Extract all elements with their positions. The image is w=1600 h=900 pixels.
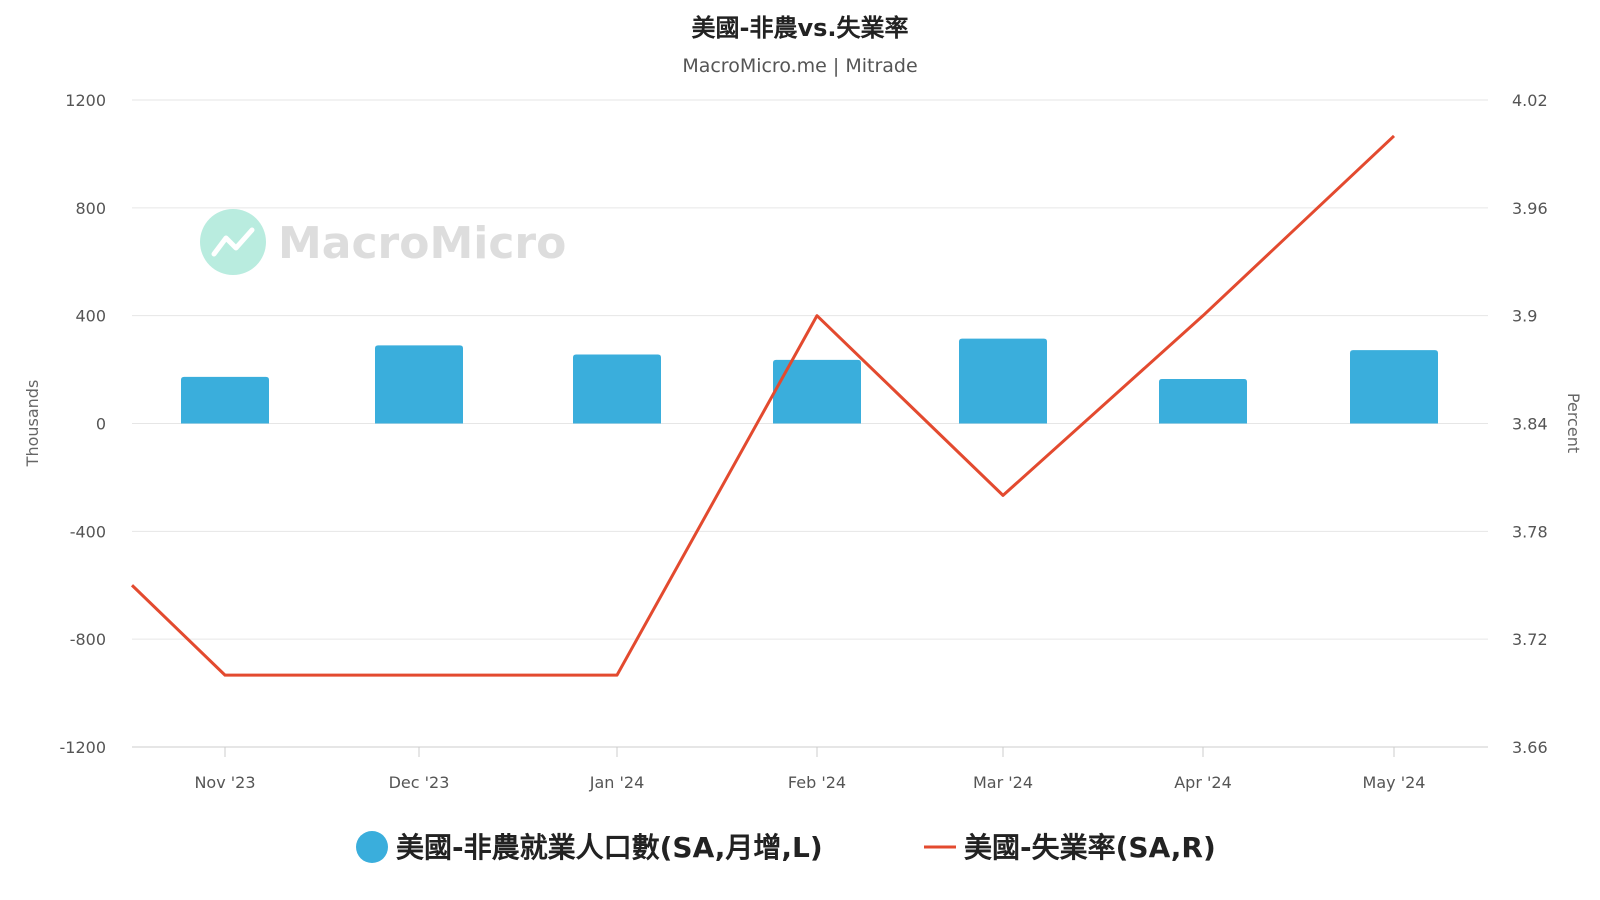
legend-item-bar-series[interactable]: 美國-非農就業人口數(SA,月增,L) bbox=[356, 831, 823, 864]
right-tick-label: 3.66 bbox=[1512, 738, 1548, 757]
left-tick-label: 1200 bbox=[65, 91, 106, 110]
x-tick-label: Mar '24 bbox=[973, 773, 1033, 792]
left-tick-label: -400 bbox=[70, 522, 106, 541]
x-tick-label: Feb '24 bbox=[788, 773, 846, 792]
x-tick-label: May '24 bbox=[1363, 773, 1426, 792]
line-series bbox=[130, 134, 1396, 677]
right-tick-label: 3.78 bbox=[1512, 522, 1548, 541]
legend-item-line-series[interactable]: 美國-失業率(SA,R) bbox=[924, 831, 1216, 864]
x-tick-label: Apr '24 bbox=[1174, 773, 1232, 792]
watermark-logo-mark bbox=[211, 227, 255, 257]
unemployment-line bbox=[130, 134, 1396, 677]
right-tick-label: 3.9 bbox=[1512, 307, 1537, 326]
left-axis-title: Thousands bbox=[23, 380, 42, 468]
legend-bar-label: 美國-非農就業人口數(SA,月增,L) bbox=[396, 831, 823, 864]
bar bbox=[375, 345, 463, 424]
bar bbox=[1350, 350, 1438, 424]
x-axis: Nov '23 Dec '23 Jan '24 Feb '24 Mar '24 Apr '… bbox=[132, 746, 1488, 792]
right-tick-label: 3.84 bbox=[1512, 415, 1548, 434]
legend: 美國-非農就業人口數(SA,月增,L) 美國-失業率(SA,R) bbox=[356, 831, 1216, 864]
left-tick-label: 400 bbox=[75, 307, 106, 326]
right-tick-label: 3.96 bbox=[1512, 199, 1548, 218]
x-tick-label: Jan '24 bbox=[589, 773, 645, 792]
legend-line-label: 美國-失業率(SA,R) bbox=[964, 831, 1216, 864]
bar bbox=[959, 338, 1047, 424]
left-tick-label: -800 bbox=[70, 630, 106, 649]
watermark: MacroMicro bbox=[200, 209, 566, 275]
x-tick-label: Nov '23 bbox=[194, 773, 255, 792]
left-tick-label: 800 bbox=[75, 199, 106, 218]
bar bbox=[1159, 379, 1247, 424]
right-axis: 4.02 3.96 3.9 3.84 3.78 3.72 3.66 bbox=[1512, 91, 1548, 757]
bar-series bbox=[181, 338, 1438, 424]
bar bbox=[773, 359, 861, 424]
watermark-text: MacroMicro bbox=[278, 218, 566, 269]
right-tick-label: 4.02 bbox=[1512, 91, 1548, 110]
left-axis: 1200 800 400 0 -400 -800 -1200 bbox=[60, 91, 107, 757]
legend-bar-swatch bbox=[356, 831, 388, 863]
bar bbox=[181, 376, 269, 424]
right-tick-label: 3.72 bbox=[1512, 630, 1548, 649]
chart-title: 美國-非農vs.失業率 bbox=[691, 14, 908, 42]
x-tick-label: Dec '23 bbox=[389, 773, 450, 792]
left-tick-label: -1200 bbox=[60, 738, 107, 757]
right-axis-title: Percent bbox=[1564, 393, 1583, 453]
left-tick-label: 0 bbox=[96, 415, 106, 434]
chart-subtitle: MacroMicro.me | Mitrade bbox=[682, 55, 917, 77]
bar bbox=[573, 354, 661, 424]
